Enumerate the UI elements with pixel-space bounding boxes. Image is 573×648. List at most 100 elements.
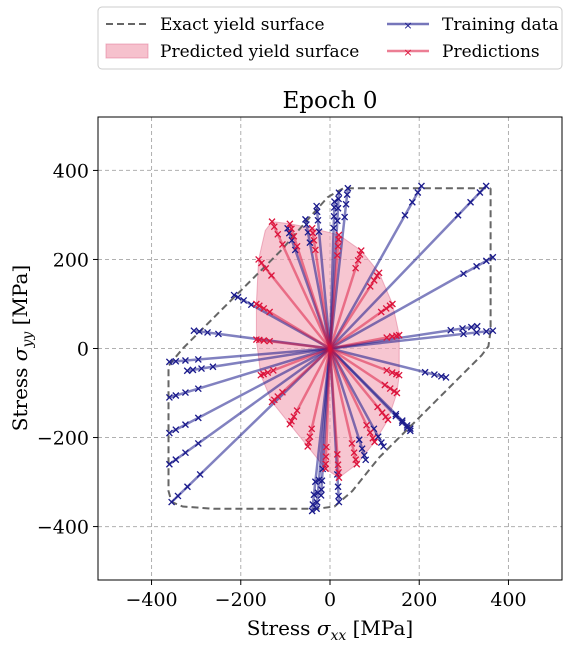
prediction-path-marker — [333, 450, 341, 458]
training-path-marker — [380, 442, 387, 450]
prediction-path-marker — [374, 403, 382, 411]
prediction-path-marker — [269, 366, 277, 374]
training-path-marker — [234, 293, 242, 301]
training-path-marker — [406, 425, 414, 433]
legend-training-label: Training data — [442, 15, 559, 35]
prediction-path-marker — [395, 371, 403, 379]
prediction-path-marker — [335, 231, 343, 239]
training-path-marker — [183, 483, 191, 491]
legend-predictions-marker: × — [403, 46, 412, 59]
prediction-path-marker — [257, 371, 265, 379]
x-axis-label-sub: xx — [330, 628, 346, 644]
training-path-marker — [172, 357, 180, 365]
prediction-path-marker — [383, 334, 391, 342]
prediction-path-line — [324, 348, 332, 469]
prediction-path-marker — [363, 421, 371, 429]
prediction-path-marker — [266, 308, 274, 316]
training-path-line — [329, 347, 447, 379]
training-path-marker — [447, 326, 455, 334]
prediction-path-marker — [270, 223, 278, 231]
prediction-path — [252, 300, 331, 350]
prediction-path-marker — [286, 220, 294, 228]
training-path-line — [328, 185, 423, 350]
prediction-path — [328, 347, 379, 446]
prediction-path-marker — [366, 282, 374, 290]
training-path-marker — [314, 216, 322, 224]
prediction-path-marker — [264, 369, 272, 376]
training-path-marker — [335, 492, 343, 500]
training-path-marker — [331, 198, 338, 206]
prediction-path — [257, 347, 331, 379]
training-path-marker — [430, 371, 438, 379]
prediction-path-marker — [304, 442, 312, 450]
prediction-path-marker — [311, 246, 319, 254]
training-path — [183, 347, 331, 375]
training-path — [329, 347, 414, 433]
training-path-marker — [335, 195, 343, 203]
prediction-path-marker — [393, 389, 401, 397]
prediction-path-marker — [350, 449, 358, 457]
prediction-path-line — [306, 348, 332, 447]
prediction-path-marker — [373, 272, 381, 280]
training-path-marker — [482, 327, 490, 335]
training-path-marker — [194, 385, 202, 393]
prediction-path-marker — [370, 276, 378, 284]
training-path-marker — [467, 198, 474, 206]
prediction-path-marker — [356, 251, 364, 258]
prediction-path-line — [288, 223, 332, 349]
training-path-marker — [482, 257, 490, 265]
training-path-marker — [489, 327, 497, 335]
training-path-marker — [181, 421, 189, 429]
training-path-marker — [330, 224, 338, 232]
training-path-line — [329, 256, 494, 350]
training-path-marker — [181, 449, 189, 457]
prediction-path-marker — [352, 264, 360, 272]
prediction-path-marker — [395, 331, 403, 339]
prediction-path-marker — [308, 425, 316, 433]
training-path-line — [315, 205, 332, 349]
training-path — [328, 182, 425, 350]
prediction-path-marker — [274, 230, 282, 238]
training-path-marker — [172, 456, 180, 464]
prediction-path-marker — [334, 242, 342, 250]
y-axis-label: Stress σyy [MPa] — [8, 265, 36, 431]
prediction-path-marker — [268, 272, 275, 279]
prediction-path-marker — [322, 443, 330, 451]
training-path-marker — [341, 213, 349, 221]
training-path-marker — [165, 394, 173, 401]
prediction-path-marker — [353, 460, 361, 468]
training-path-marker — [194, 439, 202, 447]
prediction-path-marker — [371, 438, 379, 446]
training-path-marker — [174, 492, 182, 500]
training-path-marker — [392, 410, 400, 418]
y-axis-label-sub: yy — [20, 331, 36, 349]
prediction-path-marker — [260, 304, 268, 312]
training-path-marker — [313, 202, 321, 210]
training-path-line — [169, 347, 331, 364]
x-axis-label-prefix: Stress — [247, 616, 317, 640]
x-tick-label: 0 — [324, 589, 336, 611]
prediction-path-marker — [322, 453, 330, 461]
prediction-path-marker — [252, 300, 260, 308]
y-tick-label: 200 — [53, 249, 89, 271]
training-path-marker — [421, 368, 429, 376]
training-path-marker — [408, 198, 416, 206]
prediction-path-marker — [290, 413, 298, 421]
training-path-marker — [313, 505, 321, 513]
prediction-path-marker — [354, 256, 362, 264]
prediction-path — [329, 347, 401, 397]
x-tick-label: 200 — [401, 589, 437, 611]
training-path-marker — [181, 357, 189, 364]
prediction-path-marker — [357, 247, 365, 255]
prediction-path — [286, 347, 332, 428]
training-path-marker — [165, 358, 173, 366]
training-path-marker — [311, 478, 319, 486]
y-tick-label: 0 — [77, 339, 89, 361]
prediction-path-marker — [268, 218, 276, 226]
training-path-marker — [406, 427, 414, 435]
prediction-path — [328, 269, 383, 350]
training-path — [329, 182, 490, 350]
prediction-path — [329, 347, 392, 424]
prediction-path-marker — [348, 439, 356, 447]
prediction-path — [329, 300, 396, 350]
